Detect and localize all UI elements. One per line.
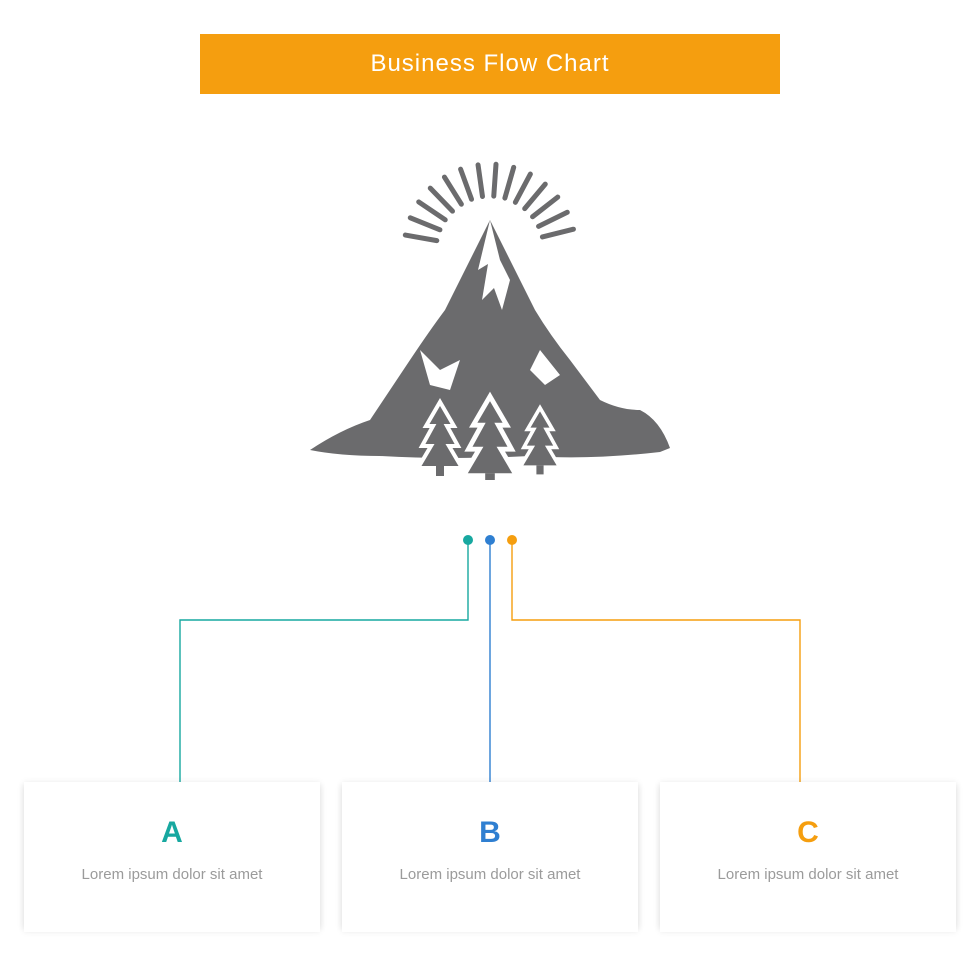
card-letter: A [24,816,320,850]
card-b: B Lorem ipsum dolor sit amet [342,782,638,932]
card-a: A Lorem ipsum dolor sit amet [24,782,320,932]
page-title: Business Flow Chart [370,50,609,78]
card-letter: B [342,816,638,850]
card-desc: Lorem ipsum dolor sit amet [24,864,320,885]
cards-row: A Lorem ipsum dolor sit amet B Lorem ips… [0,782,980,932]
card-desc: Lorem ipsum dolor sit amet [660,864,956,885]
connector-dot [485,535,495,545]
mountain-sunburst-icon [290,160,690,480]
card-desc: Lorem ipsum dolor sit amet [342,864,638,885]
connector-dot [507,535,517,545]
card-c: C Lorem ipsum dolor sit amet [660,782,956,932]
card-letter: C [660,816,956,850]
header-bar: Business Flow Chart [200,34,780,94]
connector-dot [463,535,473,545]
